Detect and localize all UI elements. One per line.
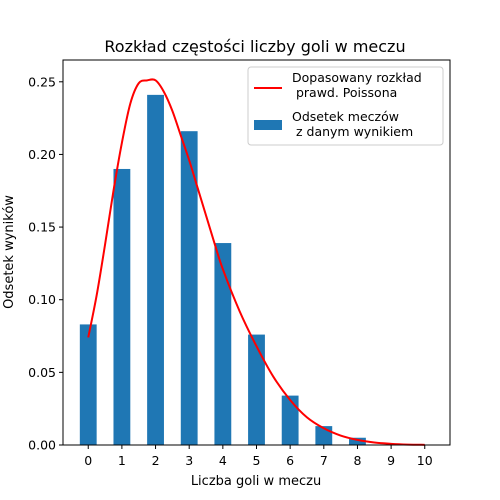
bar-1 [113, 169, 130, 445]
bar-0 [80, 324, 97, 445]
bar-4 [214, 243, 231, 445]
x-tick-label-10: 10 [417, 453, 433, 468]
legend-bar-swatch [254, 120, 282, 130]
y-tick-label-0.25: 0.25 [28, 74, 56, 89]
bar-6 [282, 396, 299, 445]
x-tick-label-1: 1 [118, 453, 126, 468]
legend-label-share: Odsetek meczów z danym wynikiem [292, 109, 413, 139]
x-tick-label-9: 9 [387, 453, 395, 468]
bar-2 [147, 95, 164, 445]
x-tick-label-5: 5 [253, 453, 261, 468]
y-axis-title: Odsetek wyników [2, 195, 17, 309]
legend: Dopasowany rozkład prawd. PoissonaOdsete… [248, 67, 443, 145]
x-tick-label-6: 6 [286, 453, 294, 468]
y-tick-label-0.10: 0.10 [28, 292, 56, 307]
y-tick-label-0.20: 0.20 [28, 147, 56, 162]
x-tick-label-7: 7 [320, 453, 328, 468]
x-tick-label-3: 3 [185, 453, 193, 468]
y-tick-label-0.00: 0.00 [28, 438, 56, 453]
chart-title: Rozkład częstości liczby goli w meczu [104, 37, 405, 56]
y-tick-label-0.15: 0.15 [28, 220, 56, 235]
x-tick-label-2: 2 [152, 453, 160, 468]
y-tick-label-0.05: 0.05 [28, 365, 56, 380]
x-tick-label-8: 8 [353, 453, 361, 468]
x-axis-title: Liczba goli w meczu [191, 474, 321, 489]
x-tick-label-4: 4 [219, 453, 227, 468]
x-tick-label-0: 0 [84, 453, 92, 468]
bar-5 [248, 335, 265, 445]
